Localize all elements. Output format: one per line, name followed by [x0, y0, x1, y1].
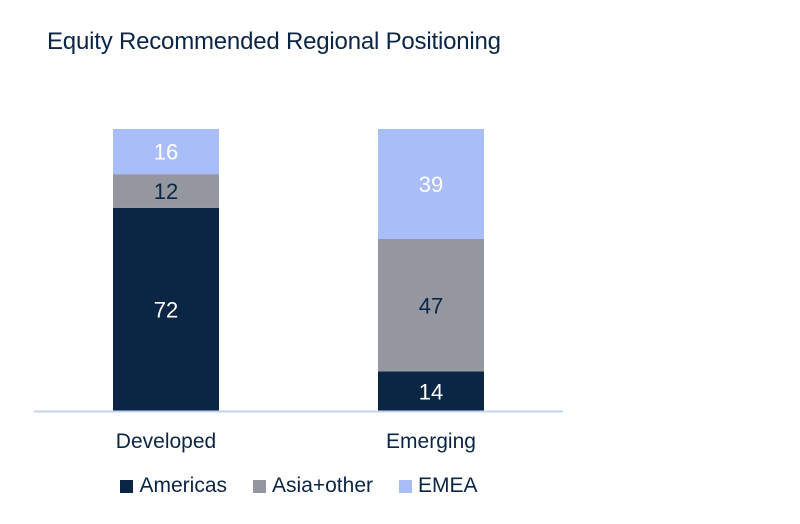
bar-segment-developed-asia-other — [113, 174, 219, 208]
legend-swatch — [399, 479, 412, 493]
data-label-emerging-asia-other: 47 — [419, 293, 443, 318]
legend-label: Asia+other — [272, 474, 373, 497]
legend-swatch — [253, 479, 267, 493]
legend-item-americas: Americas — [120, 474, 227, 498]
bar-segment-emerging-asia-other — [378, 238, 484, 372]
legend-item-emea: EMEA — [399, 474, 478, 498]
chart-title: Equity Recommended Regional Positioning — [47, 28, 501, 55]
category-label-developed: Developed — [116, 430, 216, 453]
bar-segment-emerging-emea — [378, 129, 484, 239]
data-label-developed-emea: 16 — [154, 140, 178, 165]
category-label-emerging: Emerging — [386, 430, 476, 453]
data-label-emerging-americas: 14 — [419, 379, 443, 404]
legend-item-asia-other: Asia+other — [253, 474, 373, 498]
bar-segment-developed-emea — [113, 129, 219, 175]
legend-swatch — [120, 479, 134, 493]
legend-label: Americas — [139, 474, 228, 497]
bar-segment-developed-americas — [113, 207, 219, 411]
data-label-developed-americas: 72 — [154, 297, 178, 322]
data-label-developed-asia-other: 12 — [154, 179, 178, 204]
data-label-emerging-emea: 39 — [419, 172, 443, 197]
bar-segment-emerging-americas — [378, 371, 484, 411]
legend-label: EMEA — [418, 474, 478, 497]
chart-legend: Americas Asia+other EMEA — [0, 474, 598, 498]
